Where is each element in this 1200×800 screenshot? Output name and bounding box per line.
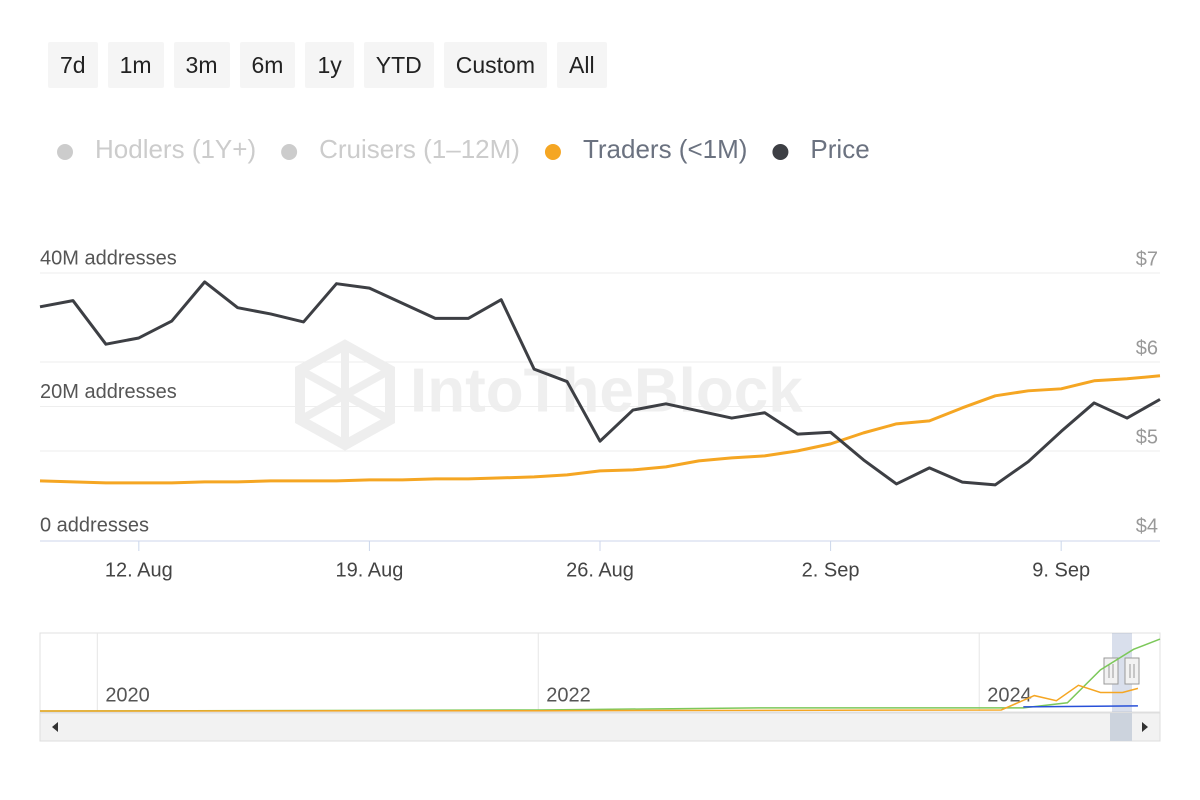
x-tick-label: 9. Sep <box>1032 559 1090 581</box>
y2-tick-label: $4 <box>1136 515 1158 537</box>
navigator-line <box>1023 705 1138 708</box>
navigator-frame <box>39 632 1161 713</box>
y2-tick-label: $5 <box>1136 426 1158 448</box>
series-line <box>39 374 1161 485</box>
legend-item[interactable]: Cruisers (1–12M) <box>281 134 520 164</box>
legend-marker <box>544 144 561 160</box>
range-button[interactable]: 3m <box>173 42 230 88</box>
legend-item[interactable]: Hodlers (1Y+) <box>57 134 256 164</box>
legend-label: Price <box>810 134 869 164</box>
y-tick-label: 20M addresses <box>40 381 177 403</box>
legend-label: Hodlers (1Y+) <box>95 134 256 164</box>
legend-marker <box>57 144 73 160</box>
legend-label: Traders (<1M) <box>583 134 747 164</box>
range-button[interactable]: 1y <box>305 42 354 88</box>
navigator-line <box>39 684 1139 712</box>
legend-item[interactable]: Price <box>772 134 870 164</box>
y-tick-label: 40M addresses <box>40 247 177 269</box>
range-button[interactable]: YTD <box>363 42 434 88</box>
range-toolbar: 7d 1m 3m 6m 1y YTD Custom All <box>48 42 607 88</box>
range-button[interactable]: All <box>557 42 607 88</box>
watermark: IntoTheBlock <box>295 339 803 451</box>
range-button[interactable]: Custom <box>443 42 547 88</box>
navigator-tick-label: 2024 <box>987 684 1032 706</box>
y2-tick-label: $7 <box>1136 248 1158 270</box>
x-tick-label: 2. Sep <box>802 559 860 581</box>
legend-item[interactable]: Traders (<1M) <box>544 134 747 164</box>
navigator-handle[interactable] <box>1103 657 1140 685</box>
legend-label: Cruisers (1–12M) <box>319 134 520 164</box>
series-line <box>39 280 1161 487</box>
x-tick-label: 19. Aug <box>335 559 403 581</box>
y-tick-label: 0 addresses <box>40 514 149 536</box>
legend-marker <box>772 144 789 160</box>
range-button[interactable]: 1m <box>107 42 164 88</box>
y2-tick-label: $6 <box>1136 337 1158 359</box>
scrollbar-thumb[interactable] <box>1110 713 1132 741</box>
range-button[interactable]: 6m <box>239 42 296 88</box>
scrollbar[interactable] <box>39 712 1161 742</box>
navigator-tick-label: 2020 <box>105 684 150 706</box>
range-button[interactable]: 7d <box>48 42 98 88</box>
legend-marker <box>281 144 298 160</box>
x-tick-label: 12. Aug <box>105 559 173 581</box>
x-tick-label: 26. Aug <box>566 559 634 581</box>
watermark-text: IntoTheBlock <box>410 356 803 425</box>
navigator-tick-label: 2022 <box>546 684 591 706</box>
